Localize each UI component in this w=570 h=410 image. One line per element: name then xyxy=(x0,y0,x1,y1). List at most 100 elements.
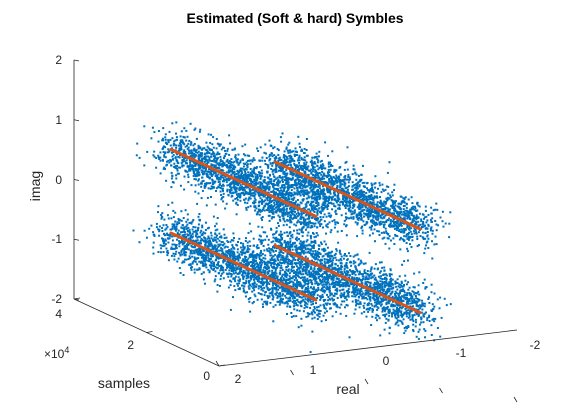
soft-symbol-point xyxy=(315,219,318,222)
soft-symbol-point xyxy=(386,237,389,240)
soft-symbol-point xyxy=(185,139,188,142)
soft-symbol-point xyxy=(235,187,238,190)
soft-symbol-point xyxy=(267,188,270,190)
soft-symbol-point xyxy=(255,257,258,259)
soft-symbol-point xyxy=(245,191,248,193)
soft-symbol-point xyxy=(359,179,362,181)
soft-symbol-point xyxy=(238,195,241,198)
soft-symbol-point xyxy=(232,199,235,202)
soft-symbol-point xyxy=(369,200,372,203)
soft-symbol-point xyxy=(319,225,322,228)
soft-symbol-point xyxy=(304,186,307,189)
soft-symbol-point xyxy=(247,257,250,260)
soft-symbol-point xyxy=(330,196,333,199)
soft-symbol-point xyxy=(261,202,264,205)
soft-symbol-point xyxy=(238,187,241,190)
soft-symbol-point xyxy=(247,276,250,279)
soft-symbol-point xyxy=(291,206,294,209)
soft-symbol-point xyxy=(345,190,348,193)
soft-symbol-point xyxy=(302,310,305,313)
soft-symbol-point xyxy=(293,297,296,299)
soft-symbol-point xyxy=(310,281,313,284)
soft-symbol-point xyxy=(171,248,174,250)
soft-symbol-point xyxy=(337,192,340,195)
soft-symbol-point xyxy=(218,265,221,268)
soft-symbol-point xyxy=(365,199,368,201)
soft-symbol-point xyxy=(399,248,402,251)
soft-symbol-point xyxy=(322,192,325,195)
soft-symbol-point xyxy=(300,324,303,327)
soft-symbol-point xyxy=(288,194,290,197)
soft-symbol-point xyxy=(179,166,182,169)
soft-symbol-point xyxy=(312,197,315,199)
soft-symbol-point xyxy=(402,197,405,200)
soft-symbol-point xyxy=(253,293,256,296)
soft-symbol-point xyxy=(237,184,239,186)
soft-symbol-point xyxy=(356,184,359,187)
soft-symbol-point xyxy=(411,236,414,238)
soft-symbol-point xyxy=(278,175,281,177)
soft-symbol-point xyxy=(219,243,222,246)
soft-symbol-point xyxy=(426,219,429,222)
soft-symbol-point xyxy=(336,297,339,299)
soft-symbol-point xyxy=(377,217,380,220)
soft-symbol-point xyxy=(379,205,382,208)
soft-symbol-point xyxy=(257,275,259,278)
soft-symbol-point xyxy=(247,206,250,209)
soft-symbol-point xyxy=(339,181,342,184)
soft-symbol-point xyxy=(317,176,320,179)
soft-symbol-point xyxy=(298,180,300,183)
soft-symbol-point xyxy=(223,155,226,158)
soft-symbol-point xyxy=(236,248,239,251)
soft-symbol-point xyxy=(307,297,310,300)
soft-symbol-point xyxy=(177,217,180,220)
soft-symbol-point xyxy=(259,200,262,203)
soft-symbol-point xyxy=(205,204,208,207)
soft-symbol-point xyxy=(328,297,331,300)
soft-symbol-point xyxy=(253,182,256,185)
soft-symbol-point xyxy=(307,179,310,182)
soft-symbol-point xyxy=(348,203,351,206)
soft-symbol-point xyxy=(332,302,335,305)
soft-symbol-point xyxy=(262,257,265,260)
soft-symbol-point xyxy=(191,166,194,169)
soft-symbol-point xyxy=(269,301,272,304)
soft-symbol-point xyxy=(289,206,292,209)
soft-symbol-point xyxy=(327,171,329,174)
soft-symbol-point xyxy=(198,155,201,158)
soft-symbol-point xyxy=(198,154,201,156)
soft-symbol-point xyxy=(301,199,304,202)
soft-symbol-point xyxy=(307,282,310,284)
soft-symbol-point xyxy=(232,186,235,189)
soft-symbol-point xyxy=(167,259,170,262)
soft-symbol-point xyxy=(338,166,341,169)
soft-symbol-point xyxy=(334,209,337,212)
soft-symbol-point xyxy=(208,271,211,274)
soft-symbol-point xyxy=(315,202,318,204)
soft-symbol-point xyxy=(233,185,236,188)
soft-symbol-point xyxy=(290,195,293,198)
soft-symbol-point xyxy=(248,253,251,256)
soft-symbol-point xyxy=(152,252,155,255)
soft-symbol-point xyxy=(211,143,214,146)
soft-symbol-point xyxy=(228,269,231,272)
soft-symbol-point xyxy=(335,174,338,177)
soft-symbol-point xyxy=(266,283,268,286)
soft-symbol-point xyxy=(268,295,271,298)
soft-symbol-point xyxy=(370,228,373,231)
soft-symbol-point xyxy=(198,249,201,252)
soft-symbol-point xyxy=(263,200,265,203)
soft-symbol-point xyxy=(181,156,184,159)
soft-symbol-point xyxy=(245,206,248,209)
soft-symbol-point xyxy=(193,268,196,271)
soft-symbol-point xyxy=(209,182,212,185)
soft-symbol-point xyxy=(267,191,270,194)
soft-symbol-point xyxy=(331,220,334,223)
soft-symbol-point xyxy=(253,263,256,266)
soft-symbol-point xyxy=(316,185,319,188)
soft-symbol-point xyxy=(412,230,415,233)
soft-symbol-point xyxy=(195,250,198,253)
soft-symbol-point xyxy=(373,221,376,224)
soft-symbol-point xyxy=(276,205,279,208)
soft-symbol-point xyxy=(281,190,284,193)
